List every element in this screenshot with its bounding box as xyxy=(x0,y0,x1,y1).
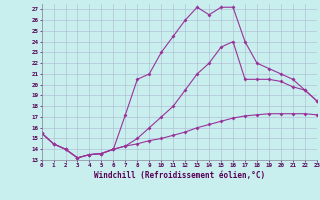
X-axis label: Windchill (Refroidissement éolien,°C): Windchill (Refroidissement éolien,°C) xyxy=(94,171,265,180)
